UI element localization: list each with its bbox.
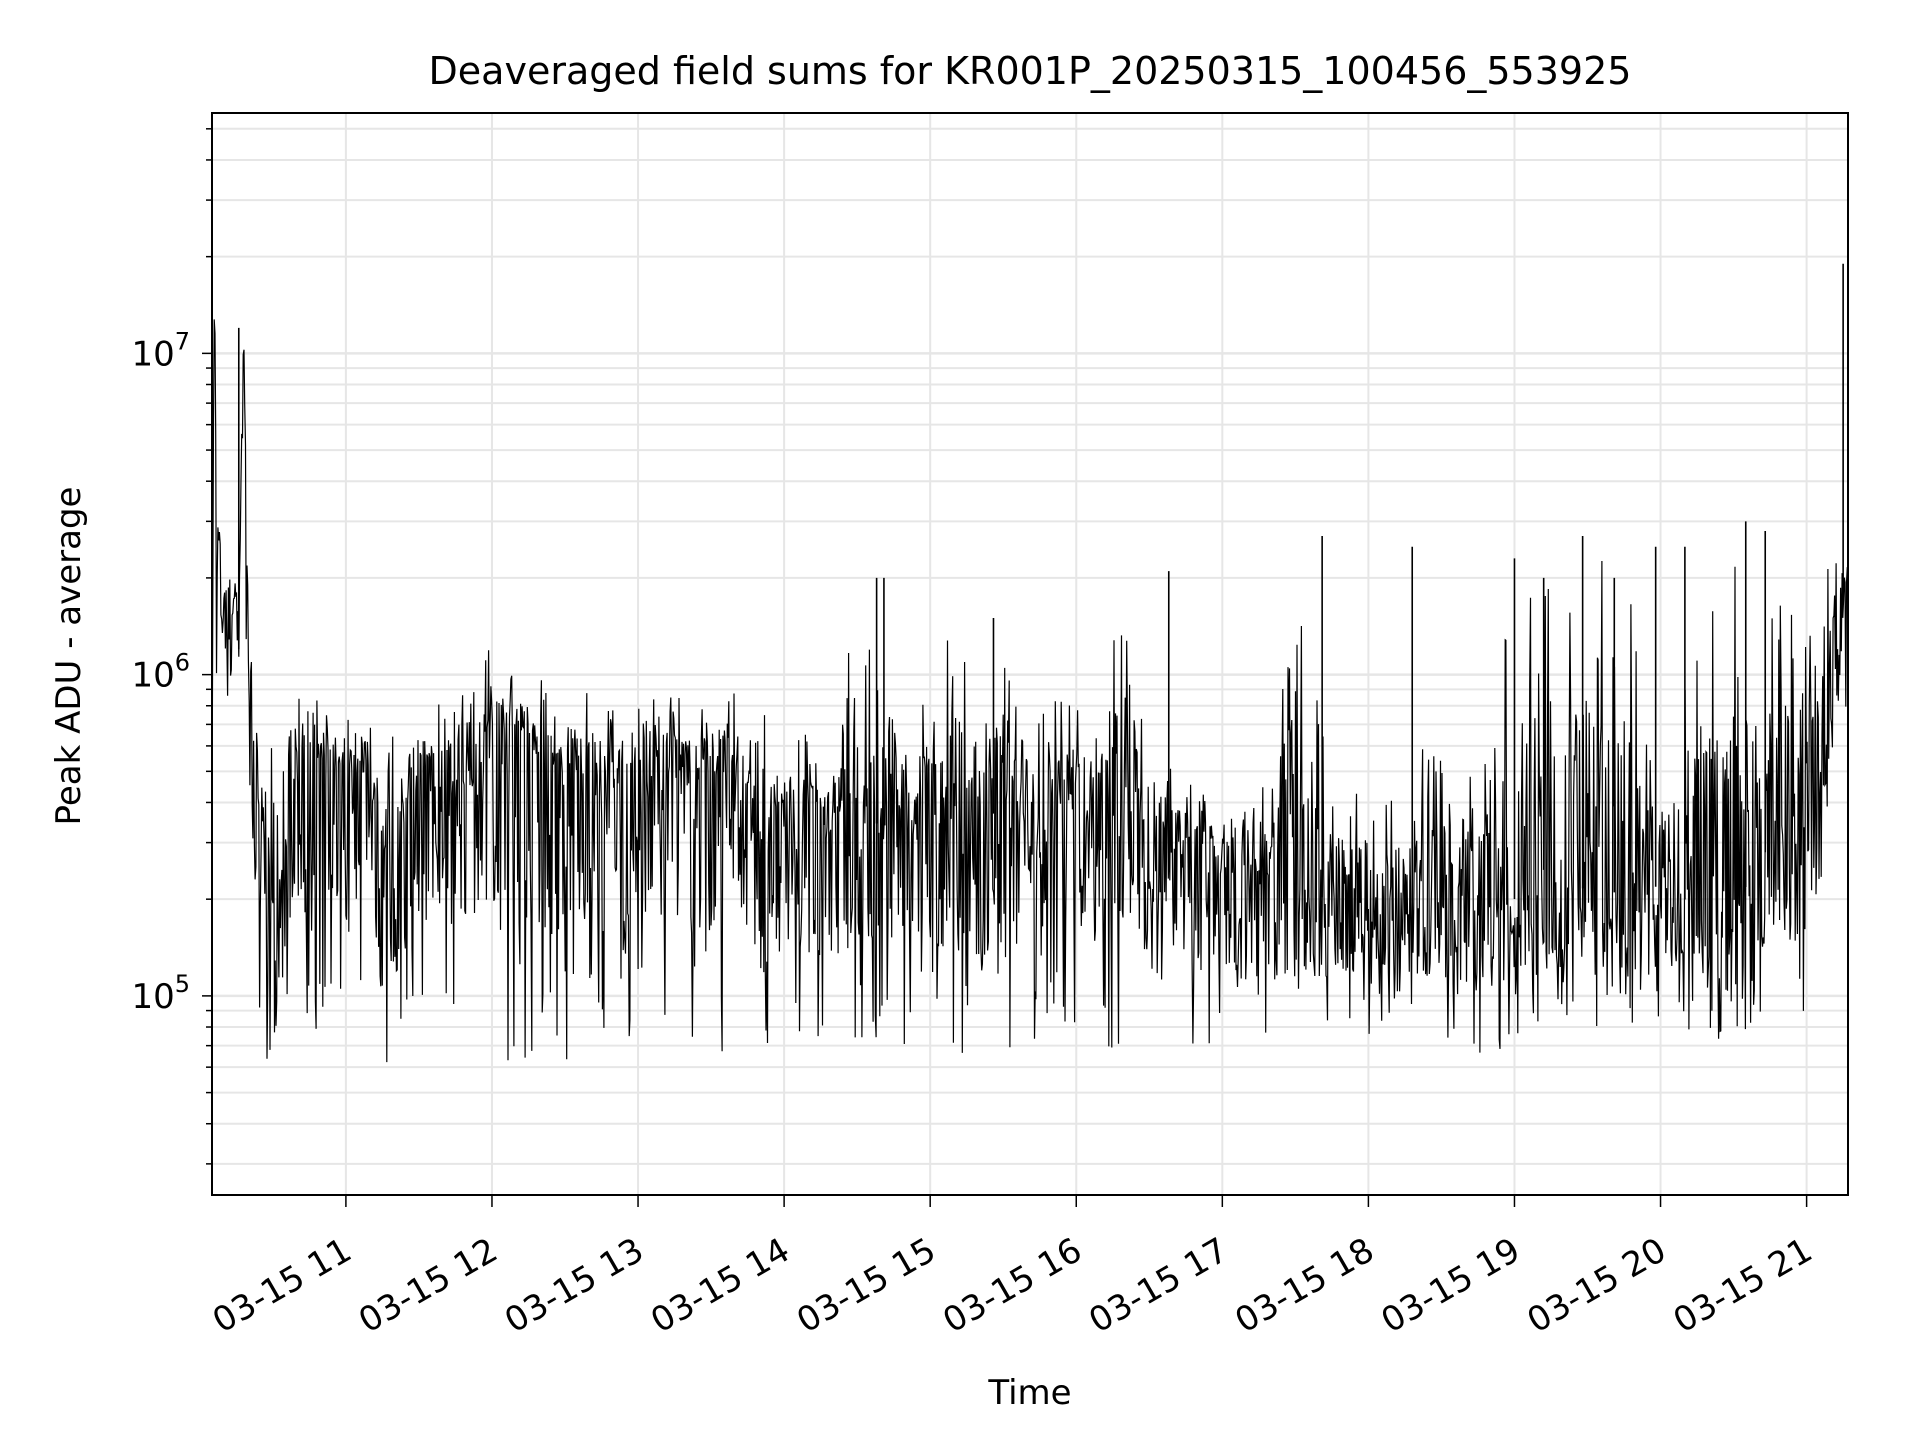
- y-tick-label: 105: [131, 970, 190, 1017]
- grid: [212, 113, 1848, 1195]
- chart-title: Deaveraged field sums for KR001P_2025031…: [429, 49, 1632, 93]
- series-line: [211, 319, 1849, 1063]
- y-tick-label: 106: [131, 649, 190, 696]
- x-axis-label: Time: [987, 1373, 1071, 1413]
- plot-frame: [211, 112, 1849, 1196]
- y-tick-label: 107: [131, 327, 190, 374]
- y-axis-label: Peak ADU - average: [49, 487, 89, 826]
